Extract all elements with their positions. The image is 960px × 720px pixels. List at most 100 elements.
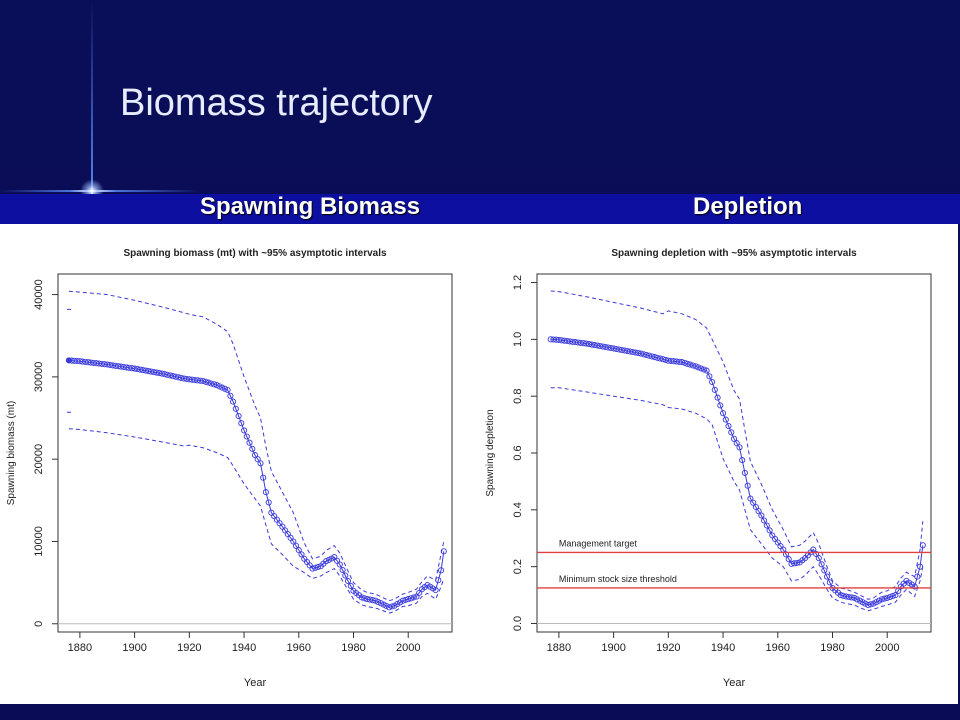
x-tick-label: 1960 — [766, 642, 790, 654]
biomass-chart: Spawning biomass (mt) with ~95% asymptot… — [6, 248, 453, 689]
estimate-point — [687, 361, 694, 368]
estimate-point — [741, 469, 748, 476]
reference-label: Management target — [559, 538, 638, 548]
estimate-point — [260, 474, 267, 481]
estimate-point — [886, 593, 894, 601]
estimate-point — [257, 460, 264, 467]
estimate-point — [889, 592, 896, 600]
estimate-point — [711, 386, 718, 393]
estimate-point — [720, 410, 727, 417]
x-tick-label: 1900 — [601, 642, 625, 654]
estimate-point — [208, 380, 215, 387]
x-tick-label: 1900 — [122, 642, 146, 654]
estimate-point — [821, 567, 828, 574]
estimate-point — [314, 563, 321, 571]
estimate-point — [227, 392, 234, 399]
estimate-point — [410, 594, 417, 601]
estimate-point — [747, 495, 754, 502]
estimate-point — [818, 561, 825, 568]
estimate-point — [364, 596, 371, 603]
y-tick-label: 1.0 — [512, 332, 524, 347]
estimate-point — [637, 350, 645, 357]
x-tick-label: 1980 — [341, 642, 365, 654]
estimate-point — [602, 343, 609, 351]
estimate-line — [550, 338, 924, 606]
estimate-point — [361, 595, 368, 602]
upper-interval-line — [68, 290, 445, 602]
estimate-point — [657, 355, 664, 362]
x-tick-label: 1920 — [177, 642, 201, 654]
y-tick-label: 0.6 — [512, 445, 524, 460]
estimate-point — [262, 489, 269, 496]
estimate-point — [147, 368, 155, 375]
estimate-point — [369, 597, 376, 604]
bottom-bar — [0, 704, 960, 720]
estimate-point — [717, 402, 724, 409]
estimate-point — [648, 353, 655, 360]
y-tick-label: 40000 — [33, 279, 45, 310]
estimate-point — [659, 356, 666, 363]
estimate-point — [386, 604, 393, 611]
y-tick-label: 0.2 — [512, 559, 524, 574]
x-tick-label: 1940 — [711, 642, 735, 654]
estimate-point — [399, 597, 406, 604]
estimate-point — [837, 592, 844, 599]
estimate-point — [312, 564, 319, 571]
estimate-point — [594, 342, 601, 349]
estimate-point — [435, 577, 442, 584]
estimate-point — [405, 596, 412, 603]
estimate-point — [339, 566, 346, 574]
estimate-point — [878, 596, 885, 603]
estimate-point — [210, 381, 218, 388]
estimate-point — [684, 360, 691, 367]
estimate-point — [736, 444, 743, 451]
estimate-point — [725, 422, 732, 430]
upper-interval-line — [550, 290, 924, 600]
estimate-point — [826, 579, 833, 586]
estimate-point — [205, 379, 212, 386]
estimate-point — [728, 429, 735, 436]
subtitle-band — [0, 194, 960, 224]
x-tick-label: 2000 — [396, 642, 420, 654]
estimate-point — [914, 573, 921, 580]
x-tick-label: 1960 — [287, 642, 311, 654]
estimate-point — [290, 538, 297, 545]
estimate-point — [714, 394, 721, 401]
estimate-point — [654, 354, 661, 361]
estimate-point — [375, 598, 382, 606]
estimate-point — [131, 365, 138, 372]
estimate-point — [763, 522, 770, 529]
estimate-point — [692, 363, 699, 370]
x-tick-label: 1920 — [656, 642, 680, 654]
x-tick-label: 1980 — [820, 642, 844, 654]
estimate-point — [440, 548, 447, 555]
estimate-point — [815, 555, 822, 562]
estimate-point — [161, 371, 168, 378]
x-tick-label: 1940 — [232, 642, 256, 654]
estimate-point — [197, 377, 204, 384]
x-axis-label: Year — [723, 677, 746, 689]
lens-flare-vertical — [91, 0, 93, 230]
estimate-point — [323, 558, 330, 565]
estimate-point — [785, 556, 792, 563]
estimate-point — [703, 367, 710, 374]
estimate-point — [884, 594, 891, 601]
estimate-point — [752, 503, 759, 511]
estimate-point — [813, 550, 820, 557]
estimate-point — [224, 386, 231, 394]
x-tick-label: 2000 — [875, 642, 899, 654]
estimate-point — [175, 374, 182, 381]
estimate-point — [169, 373, 176, 380]
estimate-point — [892, 592, 899, 599]
estimate-point — [917, 563, 924, 570]
x-tick-label: 1880 — [547, 642, 571, 654]
estimate-point — [848, 594, 855, 601]
estimate-point — [733, 440, 740, 447]
y-tick-label: 10000 — [33, 526, 45, 557]
estimate-point — [358, 594, 365, 601]
lower-interval-line — [550, 387, 924, 612]
estimate-point — [823, 573, 831, 580]
estimate-point — [911, 583, 918, 590]
estimate-point — [265, 499, 272, 506]
estimate-point — [626, 348, 634, 355]
